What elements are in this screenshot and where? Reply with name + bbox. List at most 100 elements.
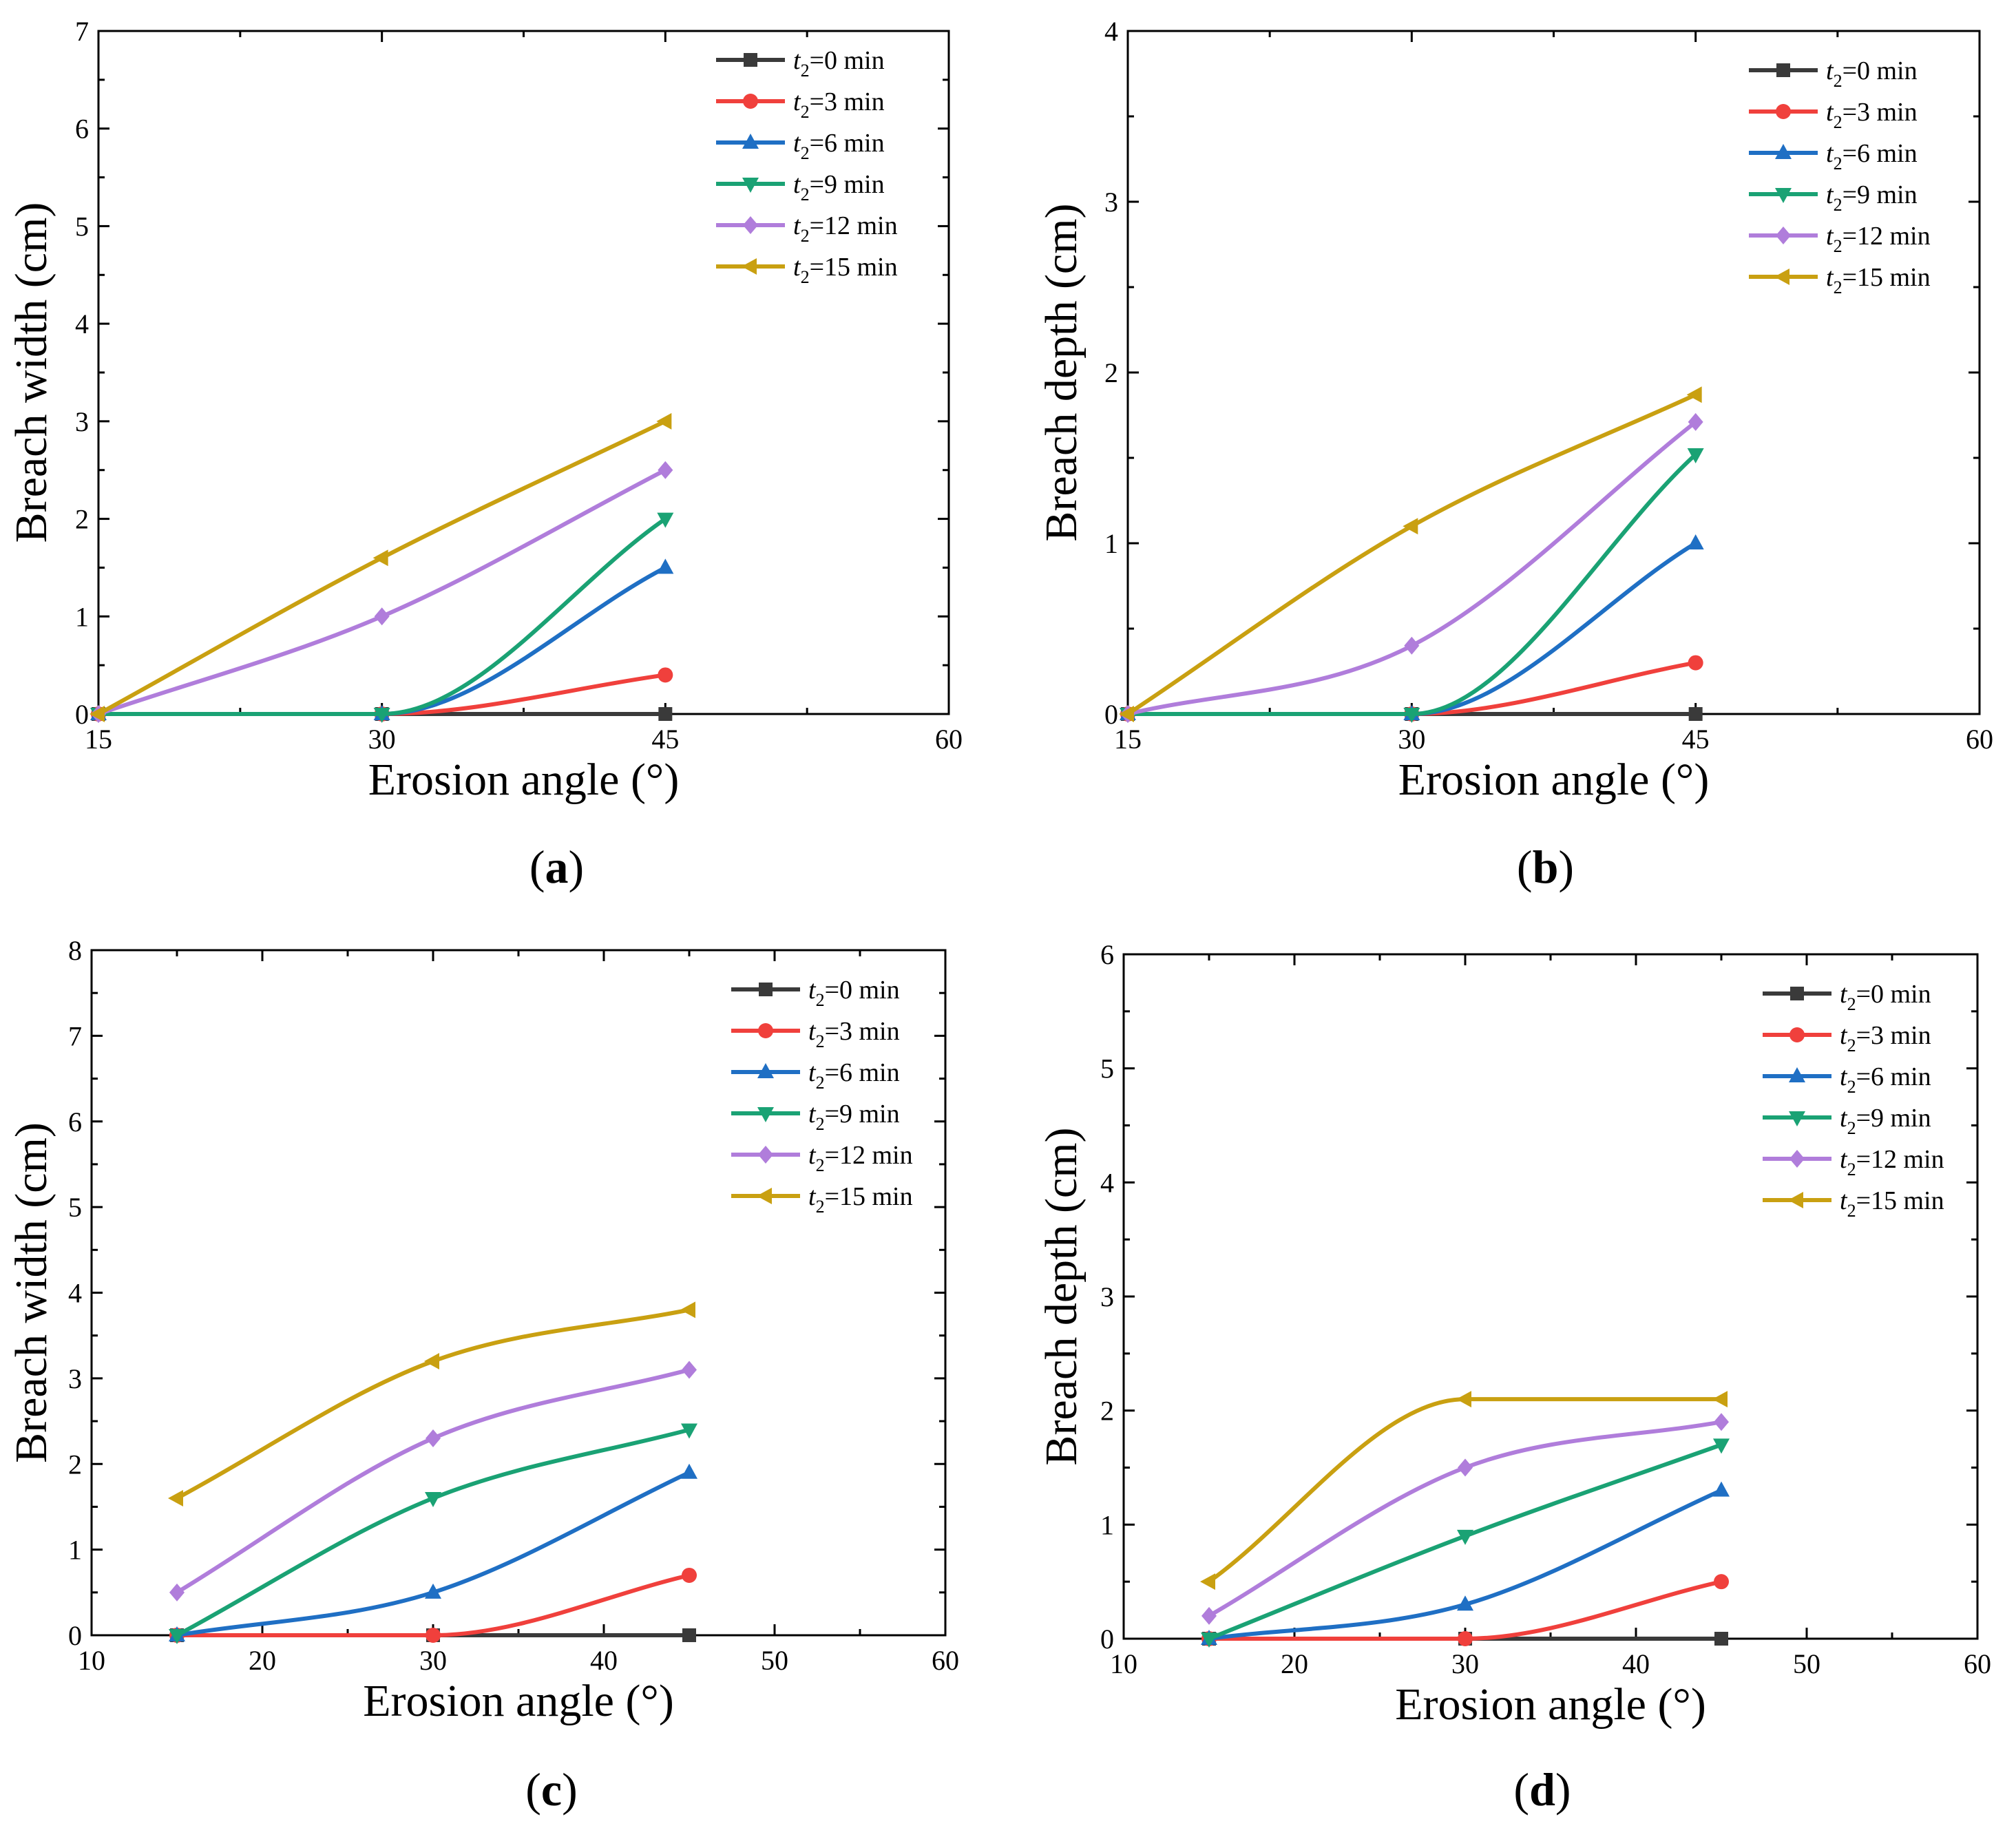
legend-label-5: t2=15 min <box>1840 1186 1944 1221</box>
data-point-3 <box>657 512 674 528</box>
data-point-4 <box>426 1429 441 1447</box>
x-tick-label: 10 <box>1110 1648 1137 1679</box>
data-point-0 <box>1688 707 1703 721</box>
data-point-5 <box>1686 386 1702 403</box>
data-point-4 <box>658 461 673 479</box>
x-axis-title: Erosion angle (°) <box>363 1676 674 1726</box>
data-point-3 <box>1403 708 1420 723</box>
legend-marker-2 <box>742 134 759 149</box>
legend: t2=0 min t2=3 min t2=6 min t2=9 min t2=12 mi… <box>1763 980 1944 1221</box>
data-point-5 <box>168 1490 183 1506</box>
series-line-5 <box>1207 1397 1723 1584</box>
x-tick-label: 30 <box>1398 724 1425 755</box>
series-line-4 <box>175 1367 691 1595</box>
legend-label-1: t2=3 min <box>1840 1021 1931 1056</box>
legend-marker-4 <box>758 1146 773 1164</box>
data-point-0 <box>682 1628 696 1642</box>
series-line-4 <box>1207 1420 1723 1618</box>
legend-label-2: t2=6 min <box>808 1058 900 1093</box>
legend-marker-0 <box>759 983 773 996</box>
data-point-3 <box>1687 448 1704 464</box>
data-point-2 <box>1687 534 1704 549</box>
legend-marker-5 <box>742 258 757 275</box>
plot-frame <box>90 949 947 1637</box>
legend-label-2: t2=6 min <box>793 129 885 163</box>
data-point-4 <box>1714 1413 1729 1431</box>
y-tick-label: 0 <box>68 1620 82 1651</box>
x-tick-label: 30 <box>419 1645 447 1676</box>
y-tick-label: 4 <box>68 1278 82 1309</box>
legend-marker-0 <box>744 53 757 67</box>
series-line-5 <box>96 419 668 716</box>
legend-label-0: t2=0 min <box>793 46 885 81</box>
series-line-3 <box>96 516 668 717</box>
data-point-0 <box>1714 1632 1728 1646</box>
legend-marker-3 <box>1789 1111 1805 1126</box>
legend-marker-2 <box>757 1063 774 1078</box>
data-point-1 <box>1714 1574 1729 1590</box>
series-line-4 <box>1126 419 1698 716</box>
chart-panel-c: 10 20 30 40 50 60 0 1 2 3 4 5 6 7 8 Erosion angle (°) Br… <box>6 935 959 1816</box>
y-tick-label: 2 <box>75 504 89 535</box>
data-point-3 <box>169 1629 185 1644</box>
panel-label: (b) <box>1517 841 1574 893</box>
y-tick-label: 3 <box>1100 1281 1114 1312</box>
legend-label-1: t2=3 min <box>808 1017 900 1051</box>
legend-label-0: t2=0 min <box>1826 56 1918 91</box>
y-axis-title: Breach width (cm) <box>6 1122 56 1463</box>
data-point-2 <box>1457 1595 1473 1611</box>
legend-label-3: t2=9 min <box>1826 180 1918 215</box>
data-point-3 <box>1713 1438 1730 1454</box>
y-tick-label: 4 <box>1100 1167 1114 1198</box>
legend-marker-5 <box>1788 1192 1803 1208</box>
data-point-4 <box>1404 636 1420 655</box>
legend-marker-4 <box>743 216 758 234</box>
series-line-3 <box>175 1427 691 1637</box>
x-tick-label: 60 <box>932 1645 959 1676</box>
x-tick-label: 40 <box>1622 1648 1650 1679</box>
x-tick-label: 20 <box>1281 1648 1308 1679</box>
data-point-4 <box>374 607 390 626</box>
legend-label-5: t2=15 min <box>793 253 898 287</box>
data-point-2 <box>1713 1481 1730 1497</box>
legend-marker-2 <box>1775 144 1792 159</box>
legend-label-3: t2=9 min <box>1840 1104 1931 1138</box>
x-tick-label: 40 <box>590 1645 618 1676</box>
legend-label-0: t2=0 min <box>1840 980 1931 1014</box>
series-line-2 <box>1126 541 1698 717</box>
panel-label: (c) <box>525 1763 578 1816</box>
y-tick-label: 1 <box>68 1535 82 1566</box>
y-tick-label: 2 <box>1100 1396 1114 1427</box>
legend-marker-2 <box>1789 1067 1805 1082</box>
data-point-2 <box>425 1583 441 1599</box>
plot-frame <box>1126 30 1981 715</box>
legend: t2=0 min t2=3 min t2=6 min t2=9 min t2=12 mi… <box>731 976 913 1217</box>
data-point-2 <box>681 1463 697 1479</box>
x-tick-label: 20 <box>249 1645 276 1676</box>
data-point-4 <box>1201 1606 1217 1625</box>
y-tick-label: 2 <box>1104 357 1118 388</box>
x-tick-label: 50 <box>761 1645 788 1676</box>
data-point-3 <box>425 1492 441 1507</box>
data-point-2 <box>657 558 674 574</box>
x-tick-label: 45 <box>651 724 679 755</box>
data-point-5 <box>1712 1391 1728 1408</box>
y-tick-label: 2 <box>68 1449 82 1480</box>
x-axis-title: Erosion angle (°) <box>1398 755 1710 805</box>
legend-label-1: t2=3 min <box>793 87 885 122</box>
legend-marker-5 <box>1774 269 1789 285</box>
x-tick-label: 50 <box>1793 1648 1820 1679</box>
chart-panel-d: 10 20 30 40 50 60 0 1 2 3 4 5 6 Erosion angle (°) Brea… <box>1036 939 1991 1816</box>
legend-label-5: t2=15 min <box>808 1182 913 1217</box>
y-tick-label: 7 <box>75 16 89 47</box>
y-tick-label: 1 <box>75 601 89 632</box>
x-tick-label: 30 <box>1451 1648 1479 1679</box>
series-line-5 <box>175 1308 691 1500</box>
data-point-5 <box>680 1301 695 1319</box>
legend-label-4: t2=12 min <box>793 211 898 246</box>
data-point-3 <box>1457 1529 1473 1545</box>
data-point-5 <box>1456 1391 1471 1408</box>
x-axis-title: Erosion angle (°) <box>368 755 680 805</box>
